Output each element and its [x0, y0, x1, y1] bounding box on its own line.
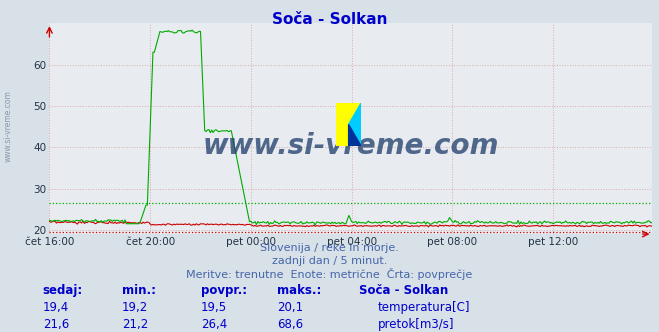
Text: 26,4: 26,4	[201, 318, 227, 331]
Text: www.si-vreme.com: www.si-vreme.com	[203, 131, 499, 159]
Text: maks.:: maks.:	[277, 284, 321, 297]
Text: povpr.:: povpr.:	[201, 284, 247, 297]
Polygon shape	[349, 124, 361, 146]
Text: 19,5: 19,5	[201, 301, 227, 314]
Text: 21,2: 21,2	[122, 318, 148, 331]
Text: 19,4: 19,4	[43, 301, 69, 314]
Polygon shape	[336, 103, 361, 146]
Text: Soča - Solkan: Soča - Solkan	[272, 12, 387, 27]
Text: Soča - Solkan: Soča - Solkan	[359, 284, 448, 297]
Text: sedaj:: sedaj:	[43, 284, 83, 297]
Text: zadnji dan / 5 minut.: zadnji dan / 5 minut.	[272, 256, 387, 266]
Text: min.:: min.:	[122, 284, 156, 297]
Text: 19,2: 19,2	[122, 301, 148, 314]
Text: Meritve: trenutne  Enote: metrične  Črta: povprečje: Meritve: trenutne Enote: metrične Črta: …	[186, 268, 473, 280]
Text: pretok[m3/s]: pretok[m3/s]	[378, 318, 454, 331]
Text: 68,6: 68,6	[277, 318, 303, 331]
Polygon shape	[349, 103, 361, 146]
Text: Slovenija / reke in morje.: Slovenija / reke in morje.	[260, 243, 399, 253]
Text: www.si-vreme.com: www.si-vreme.com	[3, 90, 13, 162]
Text: temperatura[C]: temperatura[C]	[378, 301, 470, 314]
Text: 21,6: 21,6	[43, 318, 69, 331]
Text: 20,1: 20,1	[277, 301, 303, 314]
